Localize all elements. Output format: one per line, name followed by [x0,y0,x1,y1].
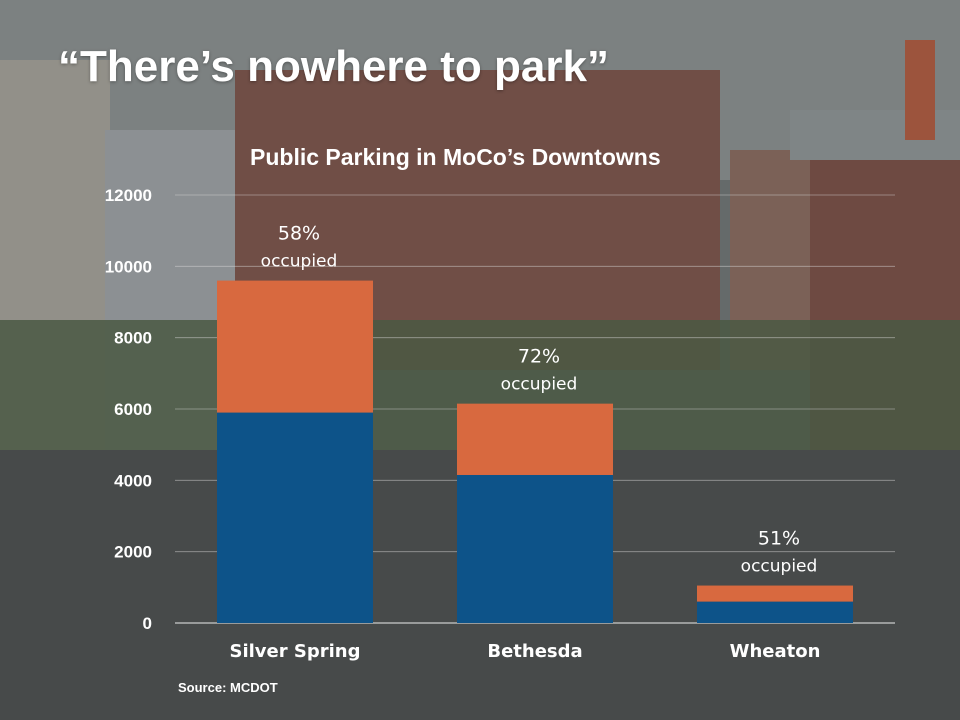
chart-title: Public Parking in MoCo’s Downtowns [250,144,661,170]
bar-annotations: 58% occupied 72% occupied 51% occupied [261,223,818,577]
y-tick-label: 2000 [114,543,152,562]
occupancy-label: occupied [501,375,578,395]
x-tick-label: Wheaton [730,641,821,662]
x-axis-ticks: Silver Spring Bethesda Wheaton [230,641,821,662]
occupancy-percent: 51% [758,528,800,550]
x-tick-label: Bethesda [487,641,582,662]
bar-available-wheaton [697,585,853,602]
bar-occupied-bethesda [457,474,613,623]
y-tick-label: 4000 [114,471,152,490]
occupancy-percent: 72% [518,346,560,368]
y-axis-ticks: 0 2000 4000 6000 8000 10000 12000 [105,186,152,633]
y-tick-label: 0 [143,614,152,633]
x-tick-label: Silver Spring [230,641,361,662]
y-tick-label: 10000 [105,257,152,276]
bar-available-silver-spring [217,280,373,413]
y-tick-label: 6000 [114,400,152,419]
occupancy-label: occupied [261,252,338,272]
occupancy-percent: 58% [278,223,320,245]
source-note: Source: MCDOT [178,680,278,695]
slide-headline: “There’s nowhere to park” [58,42,609,91]
bar-occupied-silver-spring [217,412,373,623]
bar-available-bethesda [457,403,613,475]
occupancy-label: occupied [741,557,818,577]
chart-bars [217,280,853,623]
bar-occupied-wheaton [697,601,853,623]
y-tick-label: 12000 [105,186,152,205]
y-tick-label: 8000 [114,329,152,348]
